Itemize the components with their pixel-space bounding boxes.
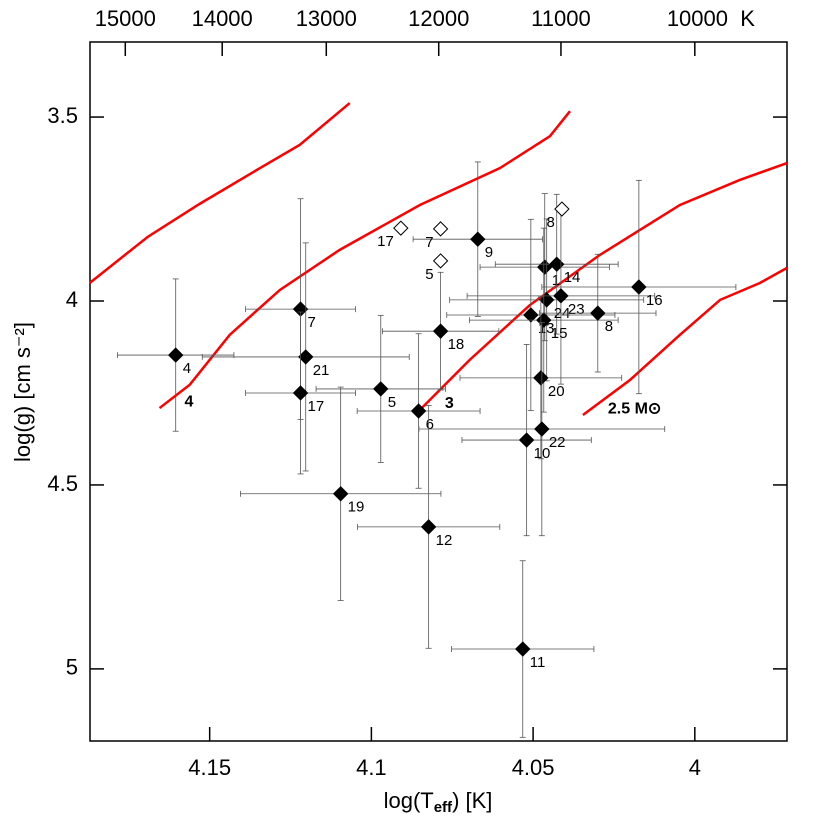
data-point — [420, 519, 437, 535]
x2-tick-label: 12000 — [408, 6, 469, 31]
data-point — [332, 486, 349, 502]
point-label: 5 — [425, 266, 433, 283]
x2-tick-label: 14000 — [192, 6, 253, 31]
point-label: 12 — [436, 532, 453, 549]
data-point — [538, 292, 555, 308]
data-point — [590, 305, 606, 321]
y-tick-label: 5 — [66, 655, 78, 680]
data-point — [432, 253, 449, 269]
track — [88, 102, 351, 284]
point-label: 11 — [530, 654, 546, 671]
data-point — [553, 288, 569, 304]
data-point — [373, 381, 389, 397]
data-point — [554, 201, 570, 217]
data-point — [631, 279, 647, 295]
data-point — [537, 259, 553, 275]
point-label: 18 — [448, 336, 465, 353]
y-axis-label: log(g) [cm s⁻²] — [10, 322, 35, 462]
x-label-tail: ) [K] — [452, 788, 492, 813]
point-label: 22 — [549, 434, 566, 451]
data-point — [393, 220, 409, 236]
point-label: 14 — [564, 269, 581, 286]
track — [582, 266, 788, 417]
x2-tick-label: 13000 — [296, 6, 357, 31]
data-point — [292, 385, 309, 401]
y-tick-label: 4.5 — [47, 471, 78, 496]
x2-tick-label: 11000 — [531, 6, 591, 31]
point-label: 7 — [308, 314, 316, 331]
track-label: 2.5 M⊙ — [608, 400, 661, 417]
track-label: 4 — [185, 393, 194, 410]
point-label: 1 — [552, 272, 560, 289]
data-point — [549, 256, 565, 272]
data-point — [523, 307, 539, 323]
point-label: 5 — [388, 394, 396, 411]
y-tick-label: 4 — [66, 287, 78, 312]
data-point — [298, 349, 314, 365]
y-tick-label: 3.5 — [47, 103, 78, 128]
point-label: 4 — [183, 360, 191, 377]
point-label: 8 — [605, 318, 613, 335]
x-tick-label: 4.05 — [512, 755, 555, 780]
track — [419, 161, 788, 411]
x-tick-label: 4 — [689, 755, 701, 780]
point-label: 6 — [426, 416, 434, 433]
point-label: 20 — [548, 383, 565, 400]
point-label: 15 — [551, 325, 568, 342]
track — [158, 110, 571, 410]
point-label: 19 — [348, 499, 365, 516]
x-label-sub: eff — [434, 799, 453, 816]
track-label: 3 — [445, 395, 454, 412]
data-point — [470, 231, 486, 247]
data-point — [410, 403, 427, 419]
data-point — [515, 641, 531, 657]
x-tick-label: 4.1 — [356, 755, 387, 780]
x2-tick-label: 15000 — [95, 6, 156, 31]
point-label: 17 — [308, 398, 325, 415]
data-point — [533, 370, 549, 386]
data-point — [432, 323, 449, 339]
data-point — [518, 432, 535, 448]
x-tick-label: 4.15 — [188, 755, 231, 780]
x2-tick-label: 10000 K — [667, 6, 755, 31]
point-label: 9 — [485, 244, 493, 261]
point-label: 21 — [313, 362, 330, 379]
point-label: 23 — [568, 301, 585, 318]
x-label-text: log(T — [384, 788, 434, 813]
point-label: 7 — [425, 234, 433, 251]
point-label: 16 — [646, 292, 663, 309]
data-point — [432, 221, 449, 237]
point-label: 8 — [547, 214, 555, 231]
data-point — [168, 347, 184, 363]
data-point — [534, 421, 550, 437]
point-label: 17 — [377, 233, 394, 250]
x-axis-label: log(Teff) [K] — [384, 788, 493, 816]
data-point — [536, 312, 552, 328]
